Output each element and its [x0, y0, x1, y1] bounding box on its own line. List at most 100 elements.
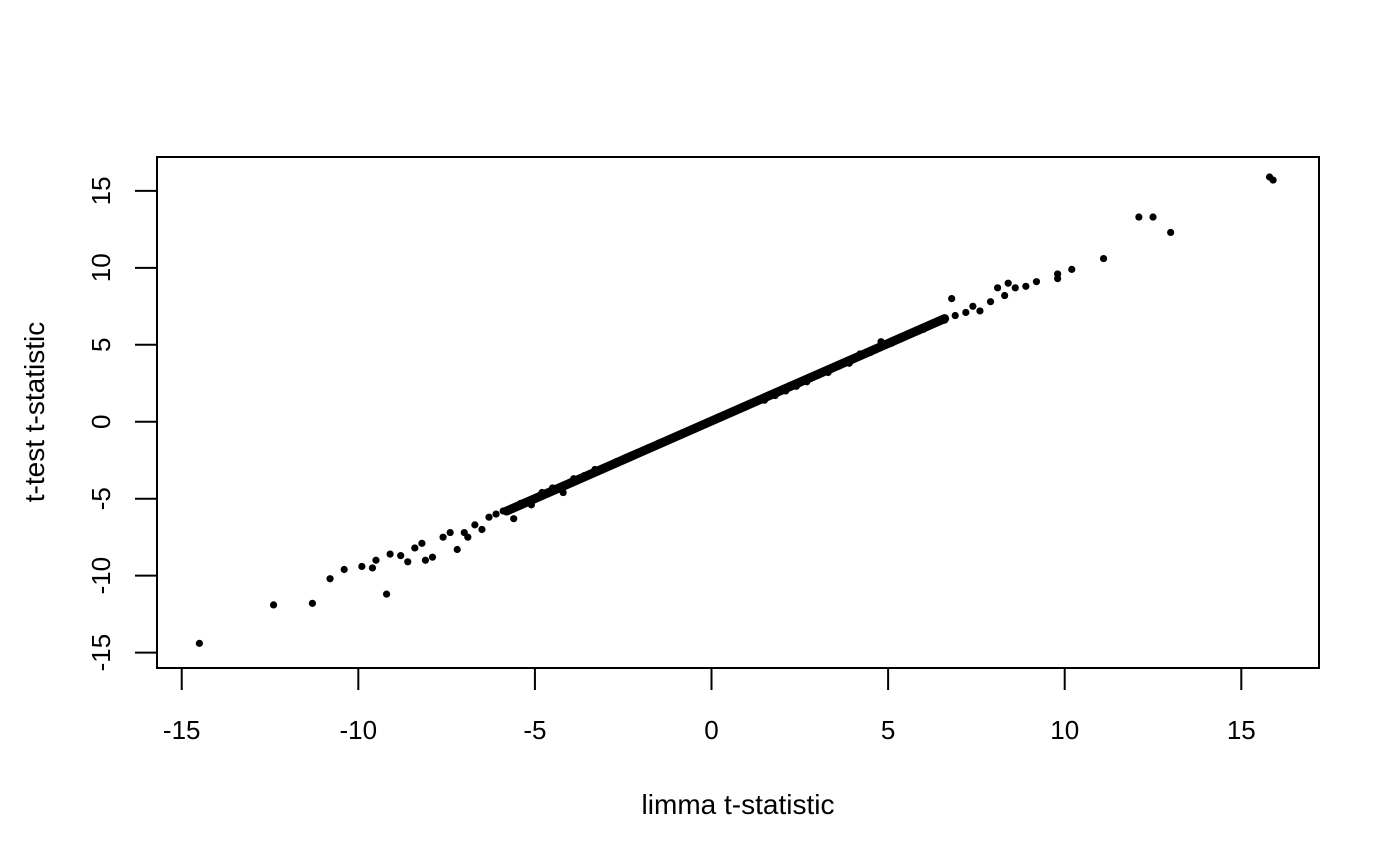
data-point: [792, 382, 800, 390]
data-point: [1054, 274, 1062, 283]
data-point: [326, 575, 334, 583]
data-point: [428, 553, 437, 561]
data-point: [782, 387, 790, 395]
x-axis-label: limma t-statistic: [642, 789, 835, 820]
data-point: [760, 396, 769, 404]
data-point: [570, 475, 578, 483]
data-point: [372, 556, 380, 564]
y-tick-label: 0: [86, 415, 116, 429]
data-point: [1022, 282, 1030, 290]
data-point: [835, 362, 843, 370]
data-point: [962, 308, 970, 317]
data-point: [898, 333, 906, 341]
x-tick-label: 10: [1050, 715, 1079, 745]
data-point: [993, 284, 1002, 292]
data-point: [919, 325, 928, 333]
data-point: [644, 444, 652, 452]
data-point: [308, 599, 317, 607]
data-point: [517, 499, 525, 507]
data-point: [538, 488, 546, 497]
data-point: [358, 562, 366, 571]
data-point: [195, 639, 203, 647]
data-point: [464, 533, 472, 541]
data-point: [948, 295, 956, 303]
data-point: [1269, 176, 1277, 184]
data-point: [527, 501, 535, 509]
data-point: [976, 307, 984, 315]
data-point: [654, 439, 663, 447]
data-point: [739, 404, 747, 412]
data-point: [612, 458, 620, 466]
data-point: [697, 422, 705, 430]
data-point: [930, 319, 938, 327]
data-point: [492, 510, 500, 518]
data-point: [446, 528, 454, 537]
data-point: [845, 359, 853, 367]
x-tick-label: -10: [340, 715, 378, 745]
data-point: [591, 465, 599, 474]
data-point: [421, 556, 430, 564]
data-point: [986, 298, 995, 306]
point-cloud: [502, 314, 950, 516]
data-point: [803, 378, 811, 386]
data-point: [633, 448, 641, 457]
data-point: [548, 484, 557, 492]
data-point: [499, 507, 507, 515]
data-point: [1004, 279, 1012, 287]
data-point: [386, 550, 394, 558]
data-point: [1011, 284, 1019, 292]
data-point: [340, 565, 348, 574]
data-point: [686, 427, 694, 435]
data-point: [601, 464, 610, 472]
data-point: [866, 348, 875, 357]
data-point: [888, 339, 896, 347]
data-point: [941, 316, 949, 324]
y-tick-label: -10: [86, 557, 116, 595]
data-point: [813, 371, 822, 380]
data-point: [824, 368, 832, 377]
data-point: [729, 408, 737, 417]
x-tick-label: 5: [881, 715, 895, 745]
data-point: [404, 558, 412, 566]
data-point: [707, 418, 716, 426]
x-tick-label: -5: [523, 715, 546, 745]
data-point: [453, 545, 461, 554]
x-tick-label: 15: [1227, 715, 1256, 745]
data-point: [1001, 291, 1009, 300]
y-tick-label: -5: [86, 487, 116, 510]
data-point: [665, 435, 673, 443]
x-tick-label: -15: [163, 715, 201, 745]
y-tick-label: 10: [86, 253, 116, 282]
data-point: [269, 601, 278, 609]
y-axis-label: t-test t-statistic: [19, 322, 50, 502]
data-point: [771, 391, 779, 400]
data-point: [909, 328, 917, 337]
data-point: [397, 552, 405, 560]
data-point: [471, 521, 479, 529]
data-point: [1068, 265, 1076, 273]
data-point: [1167, 228, 1175, 237]
y-axis: -15 -10 -5 0 5 10 15: [86, 176, 158, 671]
data-point: [411, 544, 419, 552]
data-point: [676, 431, 684, 440]
data-point: [877, 338, 885, 346]
data-point: [478, 525, 486, 534]
data-point: [969, 302, 977, 310]
data-point: [1032, 278, 1041, 286]
data-point: [485, 513, 493, 521]
x-tick-label: 0: [704, 715, 718, 745]
data-point: [1099, 254, 1108, 263]
data-points: [195, 173, 1277, 647]
data-point: [623, 453, 631, 461]
data-point: [439, 533, 447, 541]
data-point: [418, 539, 426, 547]
data-point: [718, 413, 726, 421]
data-point: [580, 472, 588, 480]
data-point: [951, 311, 959, 320]
data-point: [1149, 213, 1157, 221]
x-axis: -15 -10 -5 0 5 10 15: [163, 667, 1256, 745]
data-point: [856, 350, 864, 358]
data-point: [559, 488, 567, 497]
y-tick-label: 5: [86, 338, 116, 352]
